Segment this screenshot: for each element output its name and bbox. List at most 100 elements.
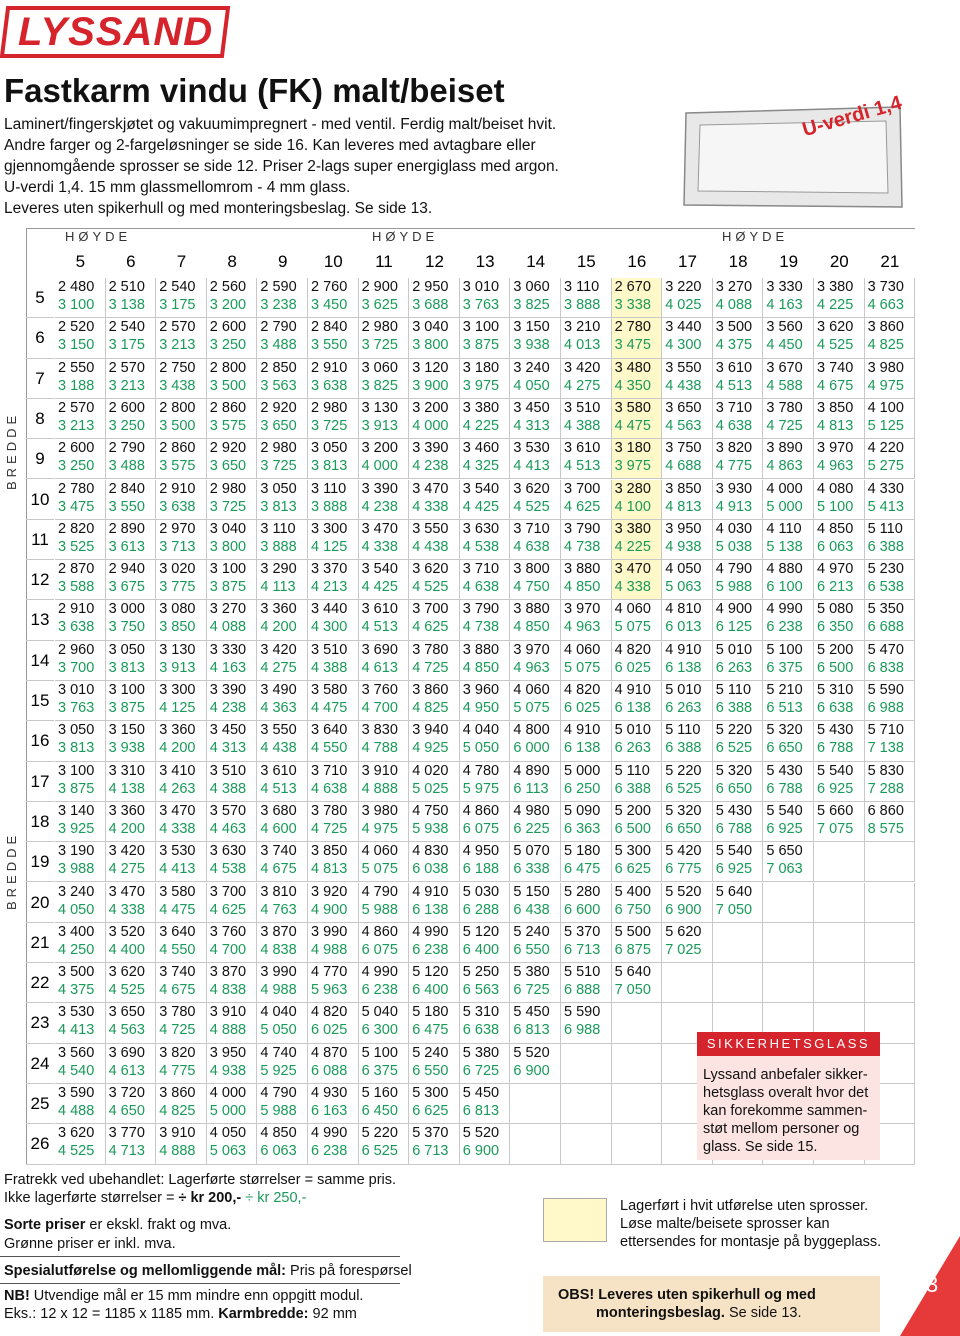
price-excl-vat: 3 150 — [108, 722, 145, 739]
example: Eks.: 12 x 12 = 1185 x 1185 mm. Karmbred… — [4, 1306, 357, 1322]
price-cell: 3 870 4 838 — [257, 922, 308, 964]
price-incl-vat: 6 063 — [260, 1143, 297, 1160]
price-excl-vat: 5 220 — [715, 722, 753, 739]
price-incl-vat: 3 250 — [209, 337, 247, 354]
column-header: 8 — [227, 252, 237, 271]
price-cell: 3 420 4 275 — [257, 640, 308, 681]
price-cell: 3 060 3 825 — [510, 278, 561, 319]
price-incl-vat: 4 675 — [159, 982, 196, 999]
price-incl-vat: 3 850 — [159, 619, 196, 636]
price-incl-vat: 6 638 — [462, 1022, 500, 1039]
price-cell: 3 510 4 388 — [308, 640, 359, 681]
price-excl-vat: 5 100 — [766, 641, 803, 658]
price-excl-vat: 3 760 — [209, 923, 247, 940]
price-cell: 2 480 3 100 — [55, 278, 106, 319]
price-cell: 3 760 4 700 — [358, 681, 410, 722]
price-incl-vat: 4 813 — [311, 861, 348, 878]
price-cell: 3 910 4 888 — [156, 1124, 207, 1165]
price-excl-vat: 3 270 — [715, 279, 753, 295]
price-incl-vat: 7 288 — [867, 780, 904, 797]
price-excl-vat: 3 020 — [159, 561, 196, 578]
price-cell: 5 320 6 650 — [662, 801, 713, 843]
row-header: 9 — [26, 439, 54, 480]
price-cell: 5 370 6 713 — [561, 922, 612, 964]
price-excl-vat: 5 520 — [462, 1125, 500, 1142]
price-cell: 4 060 5 075 — [510, 681, 561, 722]
price-cell: 5 590 6 988 — [561, 1003, 612, 1044]
price-excl-vat: 3 500 — [58, 964, 95, 981]
price-incl-vat: 5 038 — [715, 538, 753, 555]
price-excl-vat: 3 970 — [564, 601, 601, 618]
price-incl-vat: 7 050 — [614, 982, 651, 999]
column-header: 11 — [375, 252, 393, 271]
text: Utvendige mål er 15 mm mindre enn oppgit… — [29, 1288, 364, 1304]
price-excl-vat: 3 390 — [361, 480, 398, 497]
price-cell: 2 870 3 588 — [55, 560, 106, 601]
price-excl-vat: 3 980 — [867, 359, 904, 376]
price-excl-vat: 3 240 — [58, 883, 95, 900]
price-incl-vat: 5 063 — [665, 579, 702, 596]
price-incl-vat: 4 338 — [361, 538, 398, 555]
price-excl-vat: 3 510 — [311, 641, 348, 658]
price-cell: 5 350 6 688 — [864, 600, 916, 641]
price-cell: 3 270 4 088 — [206, 600, 258, 641]
price-incl-vat: 6 900 — [462, 1143, 500, 1160]
price-cell: 3 100 3 875 — [459, 318, 511, 359]
price-cell: 5 110 6 388 — [712, 681, 764, 722]
price-excl-vat: 5 320 — [766, 722, 803, 739]
price-cell: 3 880 4 850 — [561, 560, 612, 601]
price-excl-vat: 2 850 — [260, 359, 297, 376]
price-incl-vat: 3 725 — [361, 337, 398, 354]
price-incl-vat: 4 225 — [817, 297, 854, 313]
price-incl-vat: 3 813 — [311, 458, 348, 475]
price-cell: 3 690 4 613 — [105, 1043, 157, 1084]
column-header: 15 — [576, 252, 596, 271]
price-excl-vat: 2 920 — [209, 440, 247, 457]
price-excl-vat: 5 090 — [564, 802, 601, 819]
price-incl-vat: 4 375 — [58, 982, 95, 999]
width-label: BREDDE — [4, 831, 19, 910]
price-excl-vat: 3 100 — [209, 561, 247, 578]
price-cell: 3 530 4 413 — [156, 842, 207, 883]
price-cell: 2 940 3 675 — [105, 560, 157, 601]
price-incl-vat: 4 625 — [209, 901, 247, 918]
price-excl-vat: 4 830 — [412, 843, 449, 860]
price-excl-vat: 3 380 — [817, 279, 854, 295]
price-cell: 5 100 6 375 — [358, 1043, 410, 1084]
price-cell: 4 000 5 000 — [206, 1084, 258, 1125]
price-excl-vat: 3 580 — [159, 883, 196, 900]
price-cell: 3 480 4 350 — [611, 358, 663, 399]
price-cell — [814, 963, 865, 1004]
column-header: 13 — [475, 252, 495, 271]
price-cell: 5 520 6 900 — [510, 1043, 561, 1084]
price-excl-vat: 3 440 — [311, 601, 348, 618]
price-cell: 2 780 3 475 — [611, 318, 663, 359]
price-excl-vat: 3 960 — [462, 682, 500, 698]
price-incl-vat: 3 975 — [462, 377, 500, 394]
price-cell: 6 860 8 575 — [864, 801, 916, 843]
price-incl-vat: 4 613 — [108, 1062, 145, 1079]
price-incl-vat: 4 200 — [260, 619, 297, 636]
price-cell: 3 200 4 000 — [409, 398, 460, 440]
price-cell: 2 600 3 250 — [105, 398, 157, 440]
price-excl-vat: 3 110 — [311, 480, 347, 497]
price-incl-vat: 4 413 — [513, 458, 550, 475]
price-cell — [864, 1124, 916, 1165]
price-excl-vat: 4 820 — [614, 641, 651, 658]
price-excl-vat: 5 110 — [867, 520, 903, 537]
logo: LYSSAND — [18, 10, 214, 54]
price-cell: 4 060 5 075 — [561, 640, 612, 681]
rule — [0, 1283, 400, 1284]
price-excl-vat: 3 620 — [817, 319, 854, 336]
price-incl-vat: 4 813 — [665, 498, 702, 515]
price-incl-vat: 5 075 — [361, 861, 398, 878]
price-cell: 3 360 4 200 — [257, 600, 308, 641]
price-incl-vat: 4 950 — [462, 700, 500, 716]
price-excl-vat: 4 030 — [715, 520, 753, 537]
price-cell — [611, 1043, 663, 1084]
price-excl-vat: 5 040 — [361, 1004, 398, 1021]
column-header: 20 — [829, 252, 849, 271]
price-incl-vat: 4 850 — [462, 659, 500, 676]
price-cell: 3 010 3 763 — [55, 681, 106, 722]
price-incl-vat: 4 400 — [108, 941, 145, 958]
